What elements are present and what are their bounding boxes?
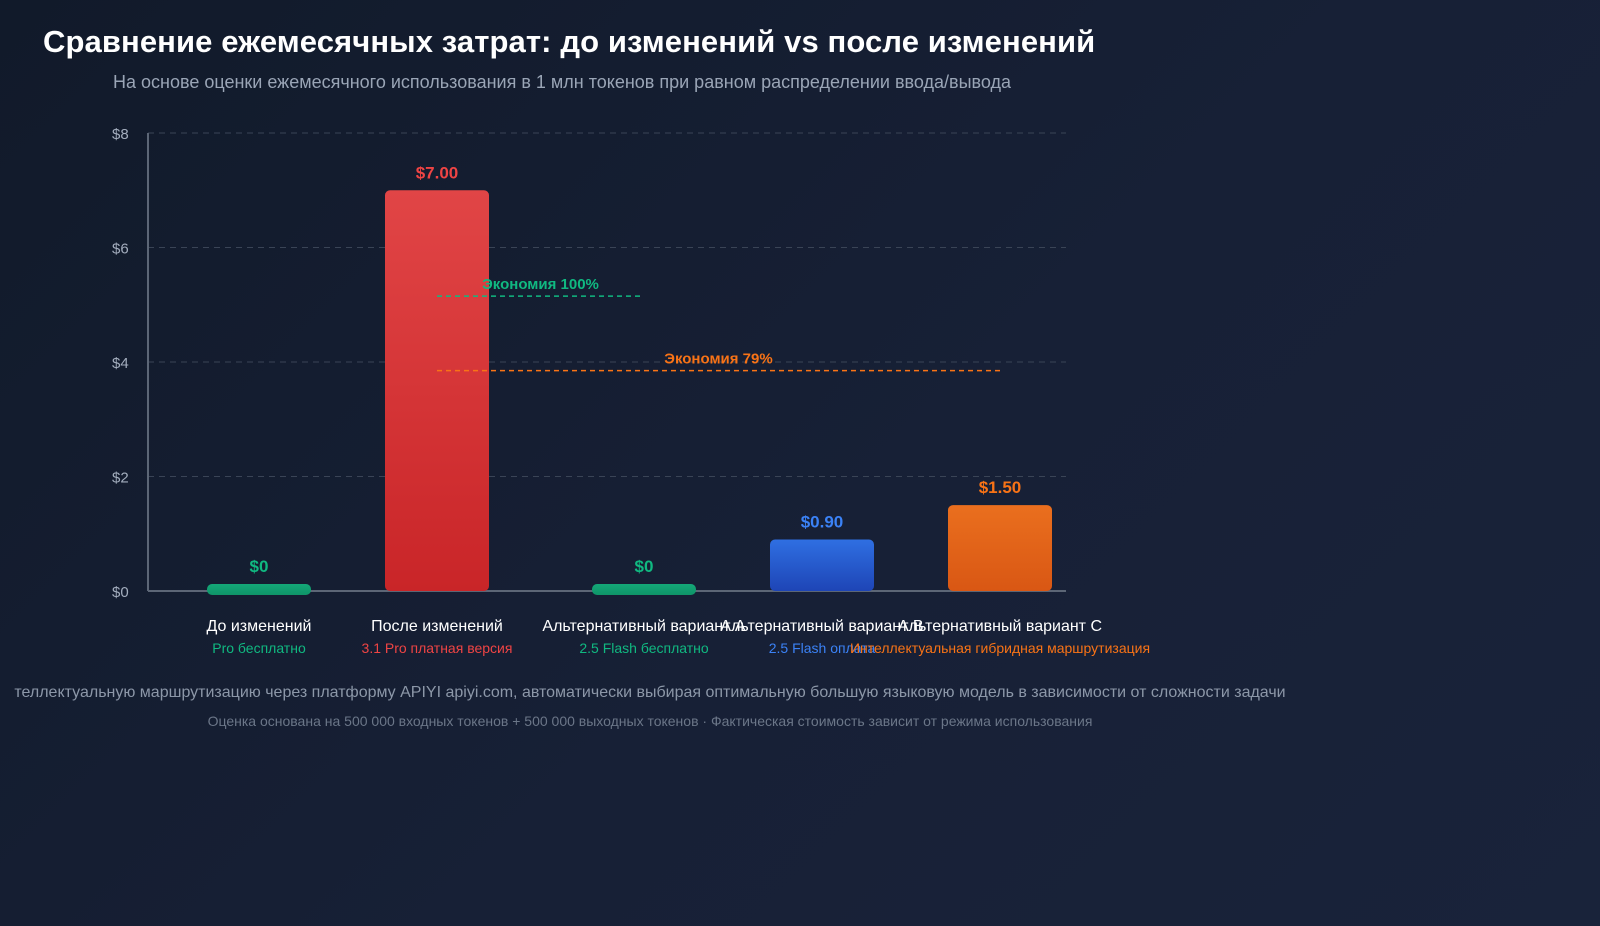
x-category-label: После изменений [371,618,503,635]
bar-value-label: $1.50 [979,478,1022,497]
y-tick-label: $2 [112,470,129,487]
bar-5 [948,505,1052,591]
bar-1 [207,584,311,595]
routing-note: теллектуальную маршрутизацию через платф… [14,684,1286,701]
x-sublabel: Интеллектуальная гибридная маршрутизация [850,640,1150,656]
bar-2 [385,190,489,591]
bar-4 [770,539,874,591]
bar-value-label: $0.90 [801,512,844,531]
bar-value-label: $0 [635,557,654,576]
bar-3 [592,584,696,595]
x-category-label: Альтернативный вариант C [898,618,1102,635]
bar-value-label: $0 [250,557,269,576]
savings-label: Экономия 100% [482,276,599,293]
x-category-label: Альтернативный вариант B [720,618,923,635]
y-tick-label: $8 [112,126,129,143]
labels: $0 До изменений Pro бесплатно $7.00 После из… [207,163,1151,656]
x-category-label: До изменений [207,618,312,635]
y-tick-label: $0 [112,584,129,601]
y-tick-label: $4 [112,355,129,372]
y-tick-label: $6 [112,241,129,258]
bars [207,190,1052,595]
x-sublabel: Pro бесплатно [212,640,306,656]
x-sublabel: 2.5 Flash оплата [769,640,876,656]
x-category-label: Альтернативный вариант A [542,618,745,635]
axes: $0 $2 $4 $6 $8 [112,126,1066,601]
bar-value-label: $7.00 [416,163,459,182]
estimate-note: Оценка основана на 500 000 входных токен… [207,713,1093,729]
cost-bar-chart: $0 $2 $4 $6 $8 Экономия 100% Экономия 79% $0 Д… [112,126,1151,656]
x-sublabel: 3.1 Pro платная версия [362,640,513,656]
savings-annotations: Экономия 100% Экономия 79% [437,276,1000,372]
gridlines [148,132,1066,477]
x-sublabel: 2.5 Flash бесплатно [579,640,708,656]
savings-label: Экономия 79% [664,351,772,368]
chart-title: Сравнение ежемесячных затрат: до изменен… [43,24,1096,59]
chart-subtitle: На основе оценки ежемесячного использова… [113,72,1012,92]
